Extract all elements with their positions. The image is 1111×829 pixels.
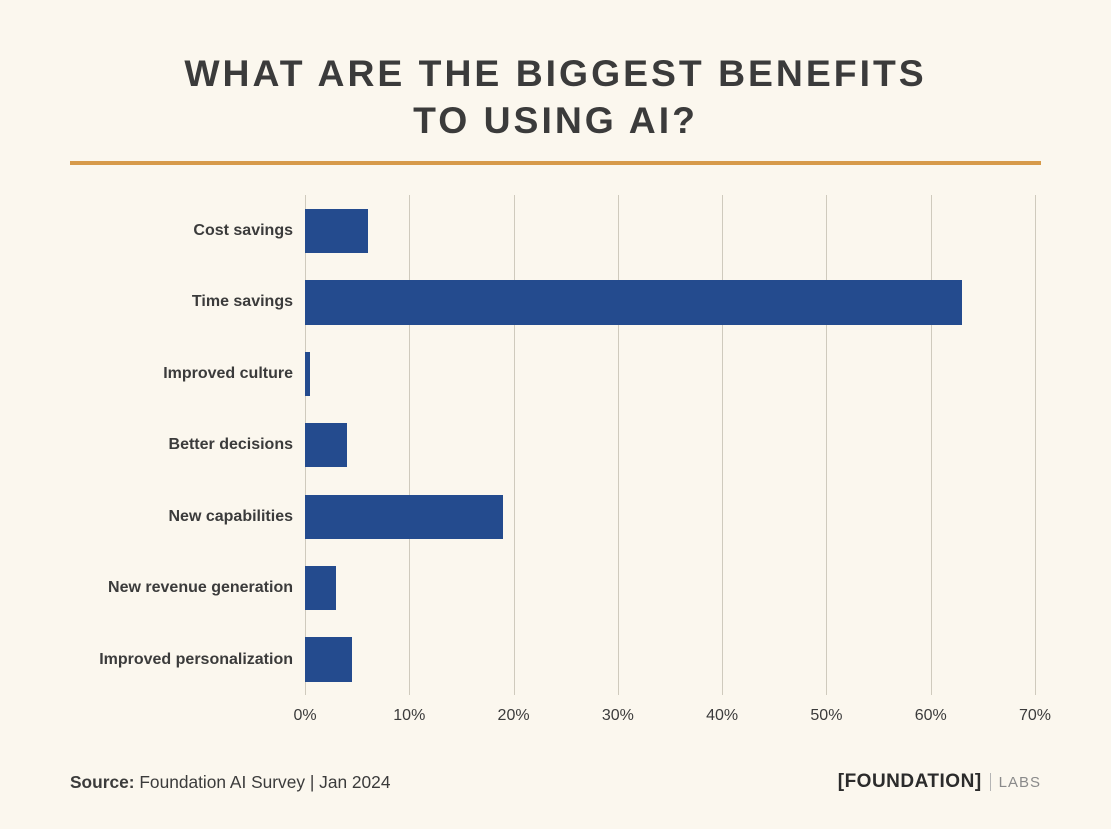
category-label: Improved culture — [70, 338, 305, 409]
bracket-open-icon: [ — [838, 771, 845, 792]
brand-logo: [FOUNDATION] LABS — [838, 771, 1041, 793]
bar-row — [305, 624, 1035, 695]
bar — [305, 209, 368, 253]
title-rule — [70, 161, 1041, 165]
y-axis-labels: Cost savingsTime savingsImproved culture… — [70, 195, 305, 695]
chart-area: Cost savingsTime savingsImproved culture… — [70, 195, 1041, 755]
brand-divider-icon — [990, 773, 991, 791]
source-text: Foundation AI Survey | Jan 2024 — [139, 772, 390, 792]
chart-canvas: WHAT ARE THE BIGGEST BENEFITS TO USING A… — [0, 0, 1111, 829]
category-label: Improved personalization — [70, 624, 305, 695]
x-tick-label: 40% — [706, 707, 738, 725]
bracket-close-icon: ] — [975, 771, 982, 792]
category-label: Time savings — [70, 267, 305, 338]
category-label: New revenue generation — [70, 552, 305, 623]
brand-main: [FOUNDATION] — [838, 771, 982, 793]
source-prefix: Source: — [70, 772, 135, 792]
x-tick-label: 10% — [393, 707, 425, 725]
x-tick-label: 50% — [810, 707, 842, 725]
category-label: Better decisions — [70, 410, 305, 481]
bar — [305, 566, 336, 610]
bar-row — [305, 338, 1035, 409]
x-tick-label: 20% — [498, 707, 530, 725]
x-tick-label: 70% — [1019, 707, 1051, 725]
bar — [305, 352, 310, 396]
x-tick-label: 0% — [293, 707, 316, 725]
bar-row — [305, 410, 1035, 481]
bar — [305, 280, 962, 324]
title-line-2: TO USING AI? — [413, 99, 698, 141]
title-line-1: WHAT ARE THE BIGGEST BENEFITS — [184, 52, 926, 94]
gridline — [1035, 195, 1036, 695]
source-citation: Source: Foundation AI Survey | Jan 2024 — [70, 772, 390, 793]
bar-row — [305, 552, 1035, 623]
brand-sub-text: LABS — [999, 774, 1041, 791]
footer: Source: Foundation AI Survey | Jan 2024 … — [70, 771, 1041, 793]
bar-row — [305, 481, 1035, 552]
category-label: New capabilities — [70, 481, 305, 552]
x-tick-label: 60% — [915, 707, 947, 725]
category-label: Cost savings — [70, 195, 305, 266]
bar-row — [305, 195, 1035, 266]
x-tick-label: 30% — [602, 707, 634, 725]
bar — [305, 423, 347, 467]
bar-row — [305, 267, 1035, 338]
bars-container — [305, 195, 1035, 695]
bar — [305, 495, 503, 539]
brand-main-text: FOUNDATION — [845, 771, 975, 792]
chart-title: WHAT ARE THE BIGGEST BENEFITS TO USING A… — [70, 50, 1041, 143]
bar — [305, 637, 352, 681]
